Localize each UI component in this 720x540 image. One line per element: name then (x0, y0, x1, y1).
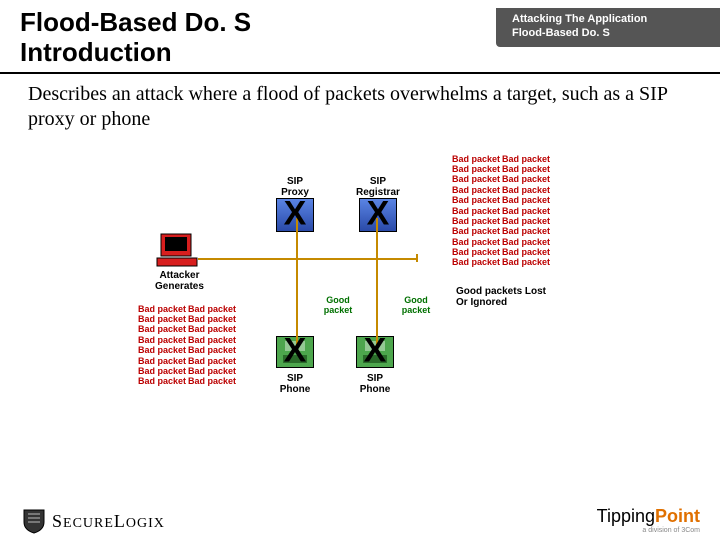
server-icon: X (359, 198, 397, 232)
title-line1: Flood-Based Do. S (20, 7, 251, 37)
lost-caption-line1: Good packets Lost (456, 286, 546, 297)
good-packet-label: Goodpacket (396, 296, 436, 316)
attacker-label: Attacker (155, 270, 204, 281)
body-text: Describes an attack where a flood of pac… (0, 82, 720, 132)
sip-phone1-node: X SIP Phone (276, 336, 314, 395)
phone-icon: X (276, 336, 314, 368)
good-packet-label: Goodpacket (318, 296, 358, 316)
securelogix-logo: SECURELOGIX (20, 508, 165, 534)
sip-phone1-label1: SIP (276, 373, 314, 384)
slide-footer: SECURELOGIX TippingPoint a division of 3… (0, 506, 720, 534)
link-line (198, 258, 416, 260)
breadcrumb-line1: Attacking The Application (512, 12, 712, 26)
lost-caption-line2: Or Ignored (456, 297, 507, 308)
sip-phone1-label2: Phone (276, 384, 314, 395)
sip-phone2-label2: Phone (356, 384, 394, 395)
x-mark-icon: X (367, 195, 390, 234)
sip-proxy-node: SIP Proxy X (276, 176, 314, 237)
x-mark-icon: X (284, 195, 307, 234)
server-icon: X (276, 198, 314, 232)
sip-registrar-node: SIP Registrar X (356, 176, 400, 237)
tippingpoint-logo: TippingPoint a division of 3Com (597, 506, 700, 534)
breadcrumb: Attacking The Application Flood-Based Do… (496, 8, 720, 47)
attacker-node: Attacker Generates (155, 232, 204, 292)
x-mark-icon: X (364, 332, 387, 371)
point-text: Point (655, 506, 700, 526)
securelogix-text: SECURELOGIX (52, 511, 165, 532)
tipping-text: Tipping (597, 506, 655, 526)
sip-registrar-label1: SIP (356, 176, 400, 187)
shield-icon (20, 508, 48, 534)
x-mark-icon: X (284, 332, 307, 371)
sip-phone2-label1: SIP (356, 373, 394, 384)
link-line (416, 254, 418, 262)
link-line (376, 218, 378, 348)
title-line2: Introduction (20, 37, 172, 67)
slide-title: Flood-Based Do. S Introduction (20, 8, 251, 68)
attacker-sublabel: Generates (155, 281, 204, 292)
computer-icon (155, 232, 199, 270)
tippingpoint-sub: a division of 3Com (597, 527, 700, 534)
sip-proxy-label1: SIP (276, 176, 314, 187)
bad-packet-list-left: Bad packetBad packetBad packetBad packet… (138, 304, 238, 387)
breadcrumb-line2: Flood-Based Do. S (512, 26, 712, 40)
sip-phone2-node: X SIP Phone (356, 336, 394, 395)
lost-caption: Good packets Lost Or Ignored (456, 286, 546, 309)
link-line (296, 218, 298, 348)
phone-icon: X (356, 336, 394, 368)
slide-header: Flood-Based Do. S Introduction Attacking… (0, 0, 720, 68)
network-diagram: Attacker Generates SIP Proxy X SIP Regis… (100, 136, 620, 436)
header-divider (0, 72, 720, 74)
bad-packet-list-right: Bad packetBad packetBad packetBad packet… (452, 154, 552, 268)
